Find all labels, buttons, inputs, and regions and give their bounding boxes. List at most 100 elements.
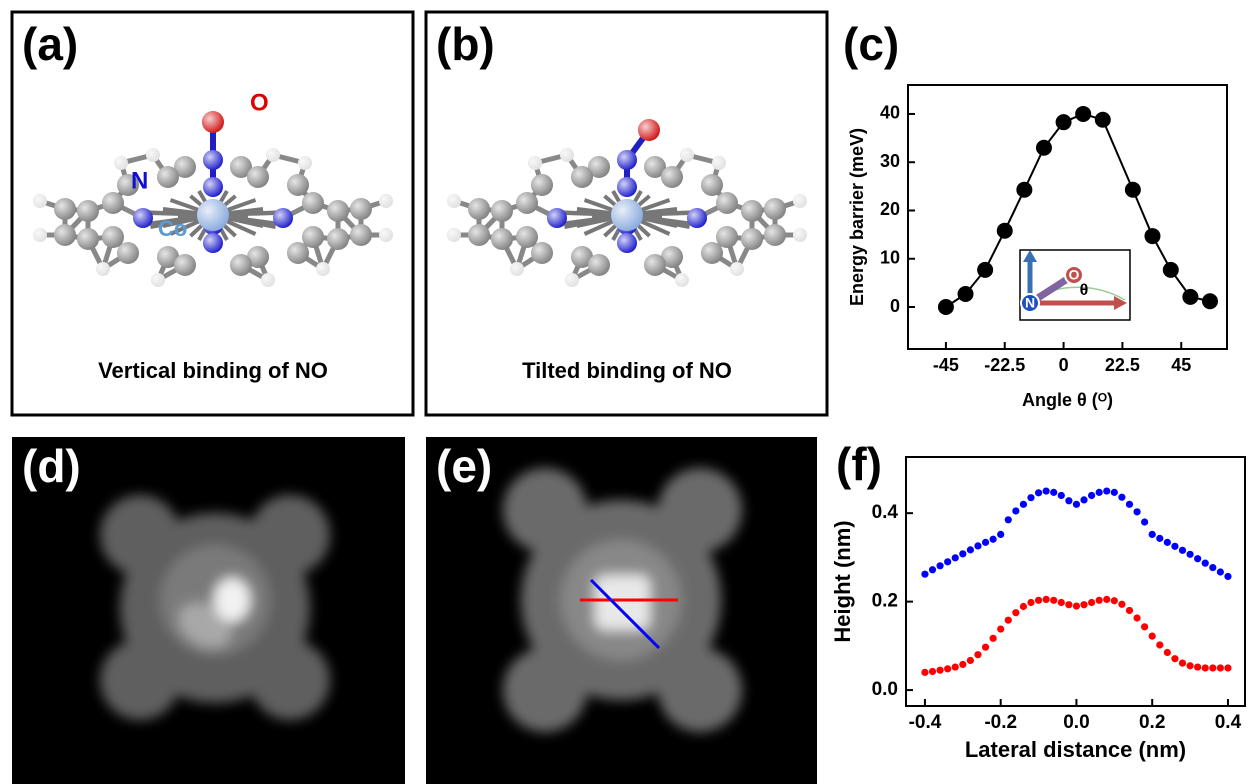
atom-shine <box>96 262 110 276</box>
data-point <box>990 635 997 642</box>
atom-shine <box>510 262 524 276</box>
data-point <box>1111 489 1118 496</box>
atom-shine <box>114 156 128 170</box>
data-point <box>1027 494 1034 501</box>
atom-shine <box>516 192 538 214</box>
data-point <box>1163 262 1179 278</box>
atom-shine <box>680 148 694 162</box>
data-point <box>1118 601 1125 608</box>
atom-label: O <box>250 89 269 116</box>
data-point <box>1056 114 1072 130</box>
data-point <box>1027 599 1034 606</box>
atom-shine <box>202 111 224 133</box>
atom-shine <box>712 156 726 170</box>
atom-shine <box>157 166 179 188</box>
atom-shine <box>447 228 461 242</box>
data-point <box>921 669 928 676</box>
data-point <box>1171 655 1178 662</box>
atom-shine <box>491 200 513 222</box>
data-point <box>1016 182 1032 198</box>
atom-shine <box>327 200 349 222</box>
atom-shine <box>617 177 637 197</box>
data-point <box>1080 601 1087 608</box>
data-point <box>929 668 936 675</box>
data-point <box>1202 560 1209 567</box>
atom-shine <box>730 262 744 276</box>
caption: Vertical binding of NO <box>98 358 328 383</box>
x-tick-label: 0.0 <box>1063 712 1089 733</box>
y-axis-title: Energy barrier (meV) <box>847 128 867 306</box>
data-point <box>1043 487 1050 494</box>
atom-shine <box>701 174 723 196</box>
inset-label: N <box>1025 295 1035 311</box>
data-point <box>929 566 936 573</box>
data-point <box>1005 617 1012 624</box>
data-point <box>982 644 989 651</box>
data-point <box>944 558 951 565</box>
data-point <box>959 661 966 668</box>
data-point <box>921 571 928 578</box>
data-point <box>1065 601 1072 608</box>
data-point <box>936 562 943 569</box>
atom-shine <box>302 226 324 248</box>
atom-shine <box>793 194 807 208</box>
shape <box>658 468 742 552</box>
panel-label: (e) <box>436 440 492 492</box>
shape <box>503 648 587 732</box>
atom-shine <box>316 262 330 276</box>
data-point <box>1126 607 1133 614</box>
data-point <box>958 286 974 302</box>
data-point <box>1156 535 1163 542</box>
data-point <box>997 223 1013 239</box>
data-point <box>1141 623 1148 630</box>
atom-shine <box>528 156 542 170</box>
x-tick-label: 0.2 <box>1139 712 1165 733</box>
atom-shine <box>102 226 124 248</box>
x-tick-label: -0.2 <box>984 712 1017 733</box>
data-point <box>1179 659 1186 666</box>
data-point <box>1118 494 1125 501</box>
data-point <box>1073 602 1080 609</box>
data-point <box>1149 633 1156 640</box>
data-point <box>977 262 993 278</box>
data-point <box>997 625 1004 632</box>
panel-label: (c) <box>843 18 899 70</box>
atom-shine <box>764 224 786 246</box>
atom-shine <box>468 224 490 246</box>
x-tick-label: -22.5 <box>984 355 1025 375</box>
y-tick-label: 20 <box>880 199 900 219</box>
molecule <box>33 111 393 287</box>
atom-shine <box>764 198 786 220</box>
atom-shine <box>230 254 252 276</box>
data-point <box>1179 547 1186 554</box>
data-point <box>1103 596 1110 603</box>
x-tick-label: 0 <box>1059 355 1069 375</box>
atom-shine <box>298 156 312 170</box>
shape <box>214 578 250 622</box>
data-point <box>1182 289 1198 305</box>
shape <box>250 640 330 720</box>
data-point <box>1224 573 1231 580</box>
atom-shine <box>197 199 229 231</box>
atom-shine <box>266 148 280 162</box>
caption: Tilted binding of NO <box>522 358 732 383</box>
data-point <box>1020 603 1027 610</box>
shape <box>595 575 650 630</box>
atom-shine <box>638 119 660 141</box>
atom-shine <box>133 208 153 228</box>
data-point <box>1126 501 1133 508</box>
atom-shine <box>174 254 196 276</box>
atom-shine <box>350 224 372 246</box>
shape <box>503 468 587 552</box>
atom-shine <box>302 192 324 214</box>
data-point <box>1035 489 1042 496</box>
atom-shine <box>33 228 47 242</box>
x-tick-label: 22.5 <box>1105 355 1140 375</box>
y-tick-label: 0 <box>890 296 900 316</box>
atom-shine <box>531 242 553 264</box>
y-tick-label: 30 <box>880 151 900 171</box>
atom-shine <box>661 166 683 188</box>
data-point <box>1149 531 1156 538</box>
atom-shine <box>54 224 76 246</box>
atom-shine <box>701 242 723 264</box>
